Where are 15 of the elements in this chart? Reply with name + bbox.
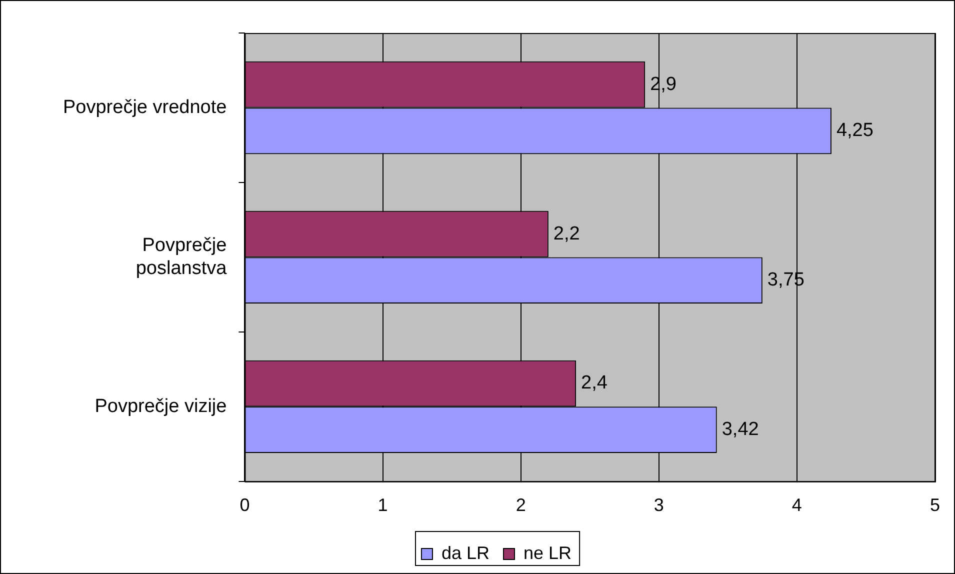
x-tick-label: 2 bbox=[516, 495, 526, 516]
legend-label: da LR bbox=[441, 542, 490, 563]
data-label: 2,4 bbox=[581, 372, 608, 394]
x-tick-label: 4 bbox=[792, 495, 802, 516]
data-label: 2,2 bbox=[553, 223, 580, 244]
y-tick-label: Povprečje poslanstva bbox=[136, 235, 228, 279]
x-tick-label: 5 bbox=[930, 495, 940, 516]
y-tick-label: Povprečje vrednote bbox=[62, 96, 227, 118]
data-label: 3,42 bbox=[722, 419, 759, 440]
x-tick-label: 3 bbox=[654, 495, 664, 516]
y-tick-label: Povprečje vizije bbox=[94, 396, 227, 417]
data-label: 4,25 bbox=[836, 120, 874, 142]
x-tick-label: 0 bbox=[240, 495, 250, 516]
legend-label: ne LR bbox=[524, 542, 572, 563]
x-tick-label: 1 bbox=[378, 495, 388, 516]
